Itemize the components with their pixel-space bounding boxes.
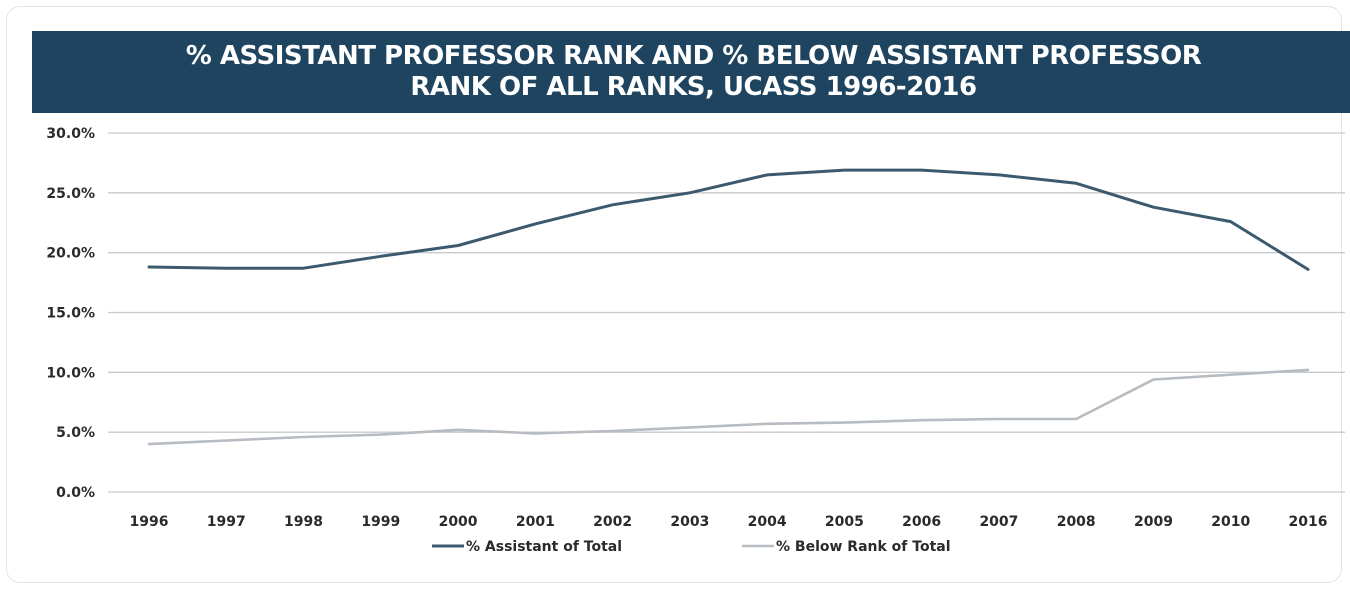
x-tick-label: 2002	[593, 514, 632, 530]
y-tick-label: 30.0%	[46, 126, 95, 142]
x-tick-label: 2010	[1211, 514, 1250, 530]
x-tick-label: 2000	[439, 514, 478, 530]
chart-title-banner: % ASSISTANT PROFESSOR RANK AND % BELOW A…	[32, 31, 1350, 113]
x-tick-label: 2006	[902, 514, 941, 530]
x-tick-label: 2009	[1134, 514, 1173, 530]
x-tick-label: 2008	[1057, 514, 1096, 530]
y-tick-label: 10.0%	[46, 365, 95, 381]
x-tick-label: 1998	[284, 514, 323, 530]
x-tick-label: 1997	[207, 514, 246, 530]
x-tick-label: 1999	[361, 514, 400, 530]
series-line-1	[147, 168, 1310, 271]
x-tick-label: 2005	[825, 514, 864, 530]
y-tick-label: 0.0%	[56, 485, 95, 501]
chart-title-line-2: RANK OF ALL RANKS, UCASS 1996-2016	[410, 72, 977, 102]
series-line-2	[147, 368, 1310, 446]
y-tick-label: 25.0%	[46, 186, 95, 202]
x-tick-label: 2007	[979, 514, 1018, 530]
x-tick-label: 2004	[748, 514, 787, 530]
x-tick-label: 2016	[1289, 514, 1328, 530]
chart-title-line-1: % ASSISTANT PROFESSOR RANK AND % BELOW A…	[185, 41, 1202, 71]
x-tick-label: 1996	[130, 514, 169, 530]
x-tick-label: 2001	[516, 514, 555, 530]
y-tick-label: 20.0%	[46, 246, 95, 262]
legend-label-1: % Assistant of Total	[466, 539, 622, 555]
y-tick-label: 5.0%	[56, 425, 95, 441]
legend-label-2: % Below Rank of Total	[776, 539, 951, 555]
y-tick-label: 15.0%	[46, 306, 95, 322]
x-tick-label: 2003	[670, 514, 709, 530]
